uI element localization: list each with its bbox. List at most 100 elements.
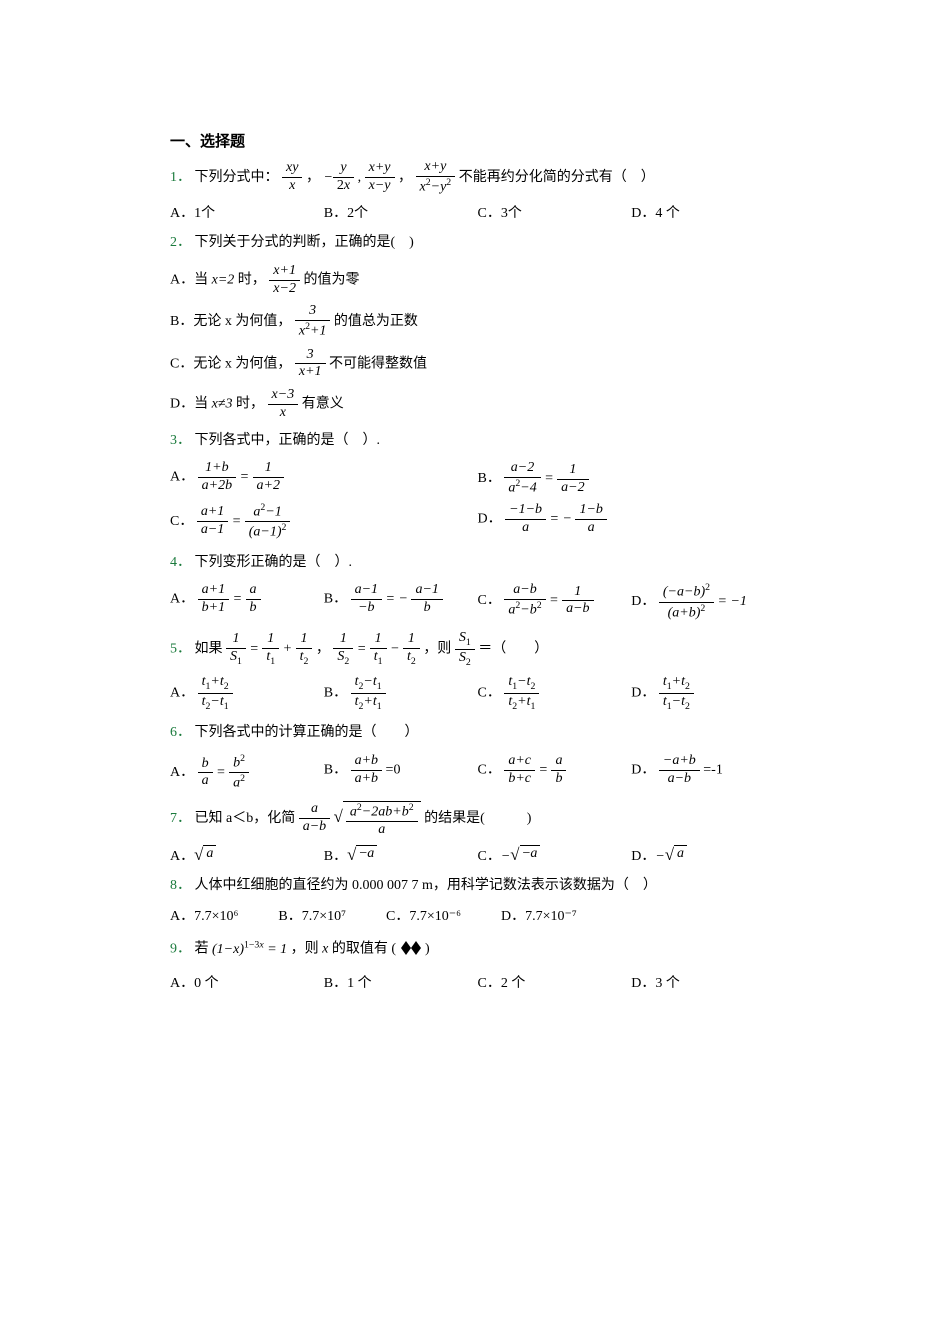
qnum-2: 2． — [170, 235, 191, 250]
q3-B[interactable]: B． a−2a2−4 = 1a−2 — [478, 460, 786, 497]
f1: a+1a−1 — [197, 504, 228, 539]
s: √−a — [347, 845, 377, 865]
f1: a+cb+c — [504, 753, 535, 788]
q1-A[interactable]: A．1个 — [170, 202, 324, 222]
q1-D[interactable]: D．4 个 — [631, 202, 785, 222]
question-6: 6． 下列各式中的计算正确的是（ ） — [170, 720, 785, 747]
q9-C[interactable]: C．2 个 — [478, 972, 632, 992]
t: 时， — [238, 272, 266, 287]
sqrt-expr: √a2−2ab+b2a — [334, 801, 421, 839]
qnum-3: 3． — [170, 433, 191, 448]
q9-B[interactable]: B．1 个 — [324, 972, 478, 992]
t: ＝（ ） — [478, 641, 548, 656]
question-2: 2． 下列关于分式的判断，正确的是( ) — [170, 230, 785, 257]
neg: − — [501, 849, 510, 864]
t: A．当 — [170, 272, 212, 287]
q6-C[interactable]: C． a+cb+c = ab — [478, 753, 632, 793]
q1-C[interactable]: C．3个 — [478, 202, 632, 222]
q5-B[interactable]: B． t2−t1t2+t1 — [324, 674, 478, 712]
q3-opts: A． 1+ba+2b = 1a+2 B． a−2a2−4 = 1a−2 C． a… — [170, 458, 785, 543]
neg: − — [655, 849, 664, 864]
t: m，用科学记数法表示该数据为（ ） — [422, 878, 657, 893]
xeq2: x=2 — [212, 272, 235, 287]
q8-C[interactable]: C．7.7×10⁻⁶ — [386, 904, 461, 931]
eq: = — [544, 471, 557, 486]
qnum-5: 5． — [170, 641, 191, 656]
f1: a+1b+1 — [198, 582, 229, 617]
f1: 1+ba+2b — [198, 460, 236, 495]
lbl: D． — [478, 511, 502, 526]
q4-D[interactable]: D． (−a−b)2(a+b)2 = −1 — [631, 582, 785, 622]
q4-A[interactable]: A． a+1b+1 = ab — [170, 582, 324, 622]
q2-B[interactable]: B．无论 x 为何值， 3x2+1 的值总为正数 — [170, 303, 785, 340]
q4-C[interactable]: C． a−ba2−b2 = 1a−b — [478, 582, 632, 622]
t: 的值总为正数 — [334, 314, 418, 329]
q8-B[interactable]: B．7.7×10⁷ — [278, 904, 346, 931]
q2-A[interactable]: A．当 x=2 时， x+1x−2 的值为零 — [170, 263, 785, 298]
q2-C[interactable]: C．无论 x 为何值， 3x+1 不可能得整数值 — [170, 347, 785, 382]
q5-C[interactable]: C． t1−t2t2+t1 — [478, 674, 632, 712]
eq: = — [240, 470, 253, 485]
sep: ， — [398, 170, 412, 185]
q3-A[interactable]: A． 1+ba+2b = 1a+2 — [170, 460, 478, 497]
q3-C[interactable]: C． a+1a−1 = a2−1(a−1)2 — [170, 502, 478, 542]
f: t2−t1t2+t1 — [351, 674, 386, 712]
neg: − — [323, 170, 332, 185]
q7-C[interactable]: C．−√−a — [478, 845, 632, 865]
expr: (1−x)1−3x = 1 — [212, 942, 287, 957]
f1: a−2a2−4 — [504, 460, 540, 497]
f: a+ba+b — [351, 753, 382, 788]
q8-A[interactable]: A．7.7×10⁶ — [170, 904, 238, 931]
q6-D[interactable]: D． −a+ba−b =-1 — [631, 753, 785, 793]
f1: ba — [198, 756, 213, 791]
q7-opts: A．√a B．√−a C．−√−a D．−√a — [170, 843, 785, 867]
q1-post: 不能再约分化简的分式有（ ） — [459, 170, 655, 185]
q9-opts: A．0 个 B．1 个 C．2 个 D．3 个 — [170, 970, 785, 994]
eq: = — [249, 641, 262, 656]
f3: 1t2 — [296, 631, 313, 667]
q4-B[interactable]: B． a−1−b = − a−1b — [324, 582, 478, 622]
q7-D[interactable]: D．−√a — [631, 845, 785, 865]
comma: , — [358, 170, 362, 185]
q6-opts: A． ba = b2a2 B． a+ba+b =0 C． a+cb+c = ab… — [170, 751, 785, 795]
lbl: C． — [478, 762, 501, 777]
q8-D[interactable]: D．7.7×10⁻⁷ — [501, 904, 577, 931]
q5-D[interactable]: D． t1+t2t1−t2 — [631, 674, 785, 712]
f1: aa−b — [299, 801, 330, 836]
eq: = − — [386, 592, 408, 607]
t: ， — [316, 641, 330, 656]
question-3: 3． 下列各式中，正确的是（ ）. — [170, 428, 785, 455]
q7-B[interactable]: B．√−a — [324, 845, 478, 865]
lbl: A． — [170, 849, 194, 864]
f1: a−ba2−b2 — [504, 582, 545, 619]
question-8: 8． 人体中红细胞的直径约为 0.000 007 7 m，用科学记数法表示该数据… — [170, 873, 785, 900]
t: 时， — [236, 397, 264, 412]
lbl: B． — [324, 849, 347, 864]
s: √−a — [510, 845, 540, 865]
frac-3-x2p1: 3x2+1 — [295, 303, 331, 340]
q5-A[interactable]: A． t1+t2t2−t1 — [170, 674, 324, 712]
q6-stem: 下列各式中的计算正确的是（ ） — [195, 725, 419, 740]
t: C．无论 x 为何值， — [170, 356, 291, 371]
diamond-icon — [400, 939, 422, 966]
q9-D[interactable]: D．3 个 — [631, 972, 785, 992]
question-7: 7． 已知 a＜b，化简 aa−b √a2−2ab+b2a 的结果是( ) — [170, 801, 785, 839]
q3-D[interactable]: D． −1−ba = − 1−ba — [478, 502, 786, 542]
q9-A[interactable]: A．0 个 — [170, 972, 324, 992]
question-4: 4． 下列变形正确的是（ ）. — [170, 550, 785, 577]
lbl: D． — [631, 762, 655, 777]
f5: 1t1 — [370, 631, 387, 667]
q7-A[interactable]: A．√a — [170, 845, 324, 865]
f1: a−1−b — [351, 582, 382, 617]
t: ) — [425, 942, 430, 957]
q6-A[interactable]: A． ba = b2a2 — [170, 753, 324, 793]
eq: = — [232, 514, 245, 529]
f7: S1S2 — [455, 630, 475, 668]
q2-D[interactable]: D．当 x≠3 时， x−3x 有意义 — [170, 387, 785, 422]
x: x — [322, 942, 328, 957]
f2: 1a−2 — [557, 462, 588, 497]
minus: − — [390, 641, 403, 656]
q1-B[interactable]: B．2个 — [324, 202, 478, 222]
q6-B[interactable]: B． a+ba+b =0 — [324, 753, 478, 793]
t: 的值为零 — [303, 272, 359, 287]
